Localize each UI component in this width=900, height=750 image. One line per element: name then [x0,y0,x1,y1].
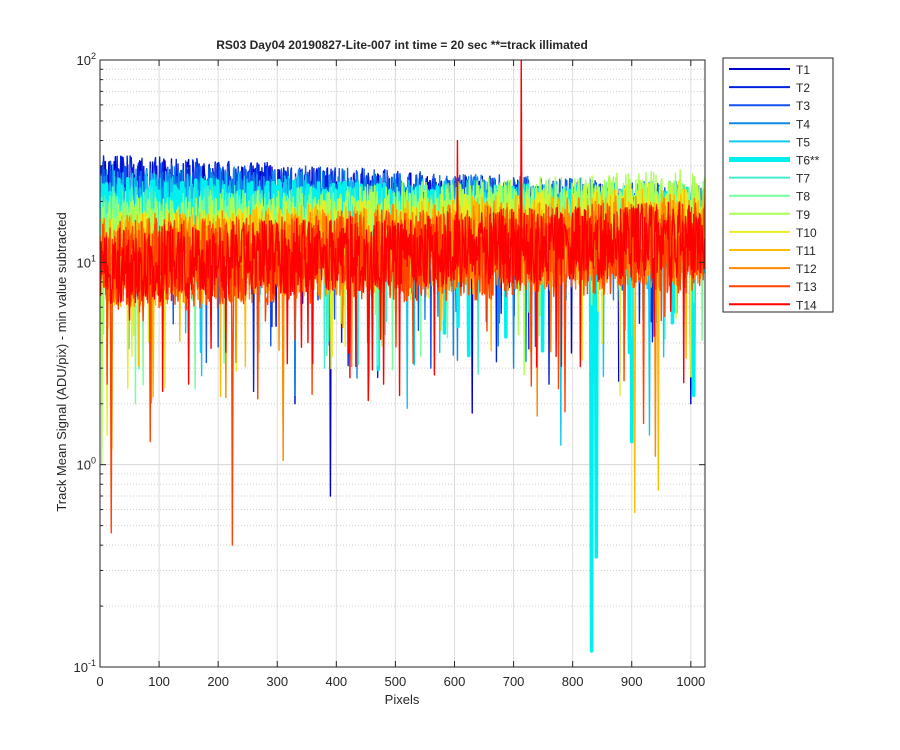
x-tick-label: 900 [621,674,643,689]
y-tick-label: 100 [77,456,96,473]
legend-item: T13 [729,280,817,294]
legend-item: T4 [729,117,810,131]
legend-label: T12 [796,262,817,276]
x-tick-label: 800 [562,674,584,689]
x-tick-label: 400 [325,674,347,689]
legend[interactable]: T1 T2 T3 T4 T5 T6** T7 T8 T9 T10 T11 T12 T13 T14 [722,57,834,313]
legend-label: T7 [796,172,810,186]
legend-label: T10 [796,226,817,240]
legend-box [722,57,834,313]
x-tick-label: 1000 [676,674,705,689]
x-tick-label: 700 [503,674,525,689]
x-tick-label: 0 [96,674,103,689]
legend-label: T5 [796,135,810,149]
y-tick-label: 102 [77,51,96,68]
series-layer [100,60,705,653]
x-tick-label: 500 [385,674,407,689]
legend-item: T10 [729,226,817,240]
legend-item: T5 [729,135,810,149]
legend-item: T9 [729,208,810,222]
legend-items: T1 T2 T3 T4 T5 T6** T7 T8 T9 T10 T11 T12 T13 T14 [729,63,820,312]
legend-item: T2 [729,81,810,95]
legend-label: T1 [796,63,810,77]
x-axis-label: Pixels [385,692,420,707]
legend-item: T14 [729,298,817,312]
legend-label: T3 [796,99,810,113]
chart-title: RS03 Day04 20190827-Lite-007 int time = … [216,38,588,52]
x-tick-label: 300 [266,674,288,689]
legend-label: T13 [796,280,817,294]
legend-item: T11 [729,244,816,258]
legend-label: T9 [796,208,810,222]
y-tick-label: 101 [77,253,96,270]
legend-label: T2 [796,81,810,95]
legend-item: T7 [729,172,810,186]
legend-item: T1 [729,63,810,77]
legend-label: T6** [796,154,820,168]
y-tick-label: 10-1 [74,658,96,675]
x-tick-label: 100 [148,674,170,689]
legend-item: T12 [729,262,817,276]
plot-area [100,60,705,667]
legend-item: T3 [729,99,810,113]
legend-label: T11 [796,244,816,258]
y-axis-label: Track Mean Signal (ADU/pix) - min value … [54,212,69,511]
series-line-t14 [100,60,705,402]
tick-layer: 0 100 200 300 400 500 600 700 800 900 1000 10-1 100 1… [74,51,706,689]
legend-label: T4 [796,117,810,131]
axes-box [99,59,706,668]
legend-item: T6** [729,154,820,168]
legend-label: T14 [796,298,817,312]
x-tick-label: 200 [207,674,229,689]
legend-item: T8 [729,190,810,204]
legend-label: T8 [796,190,810,204]
x-tick-label: 600 [444,674,466,689]
